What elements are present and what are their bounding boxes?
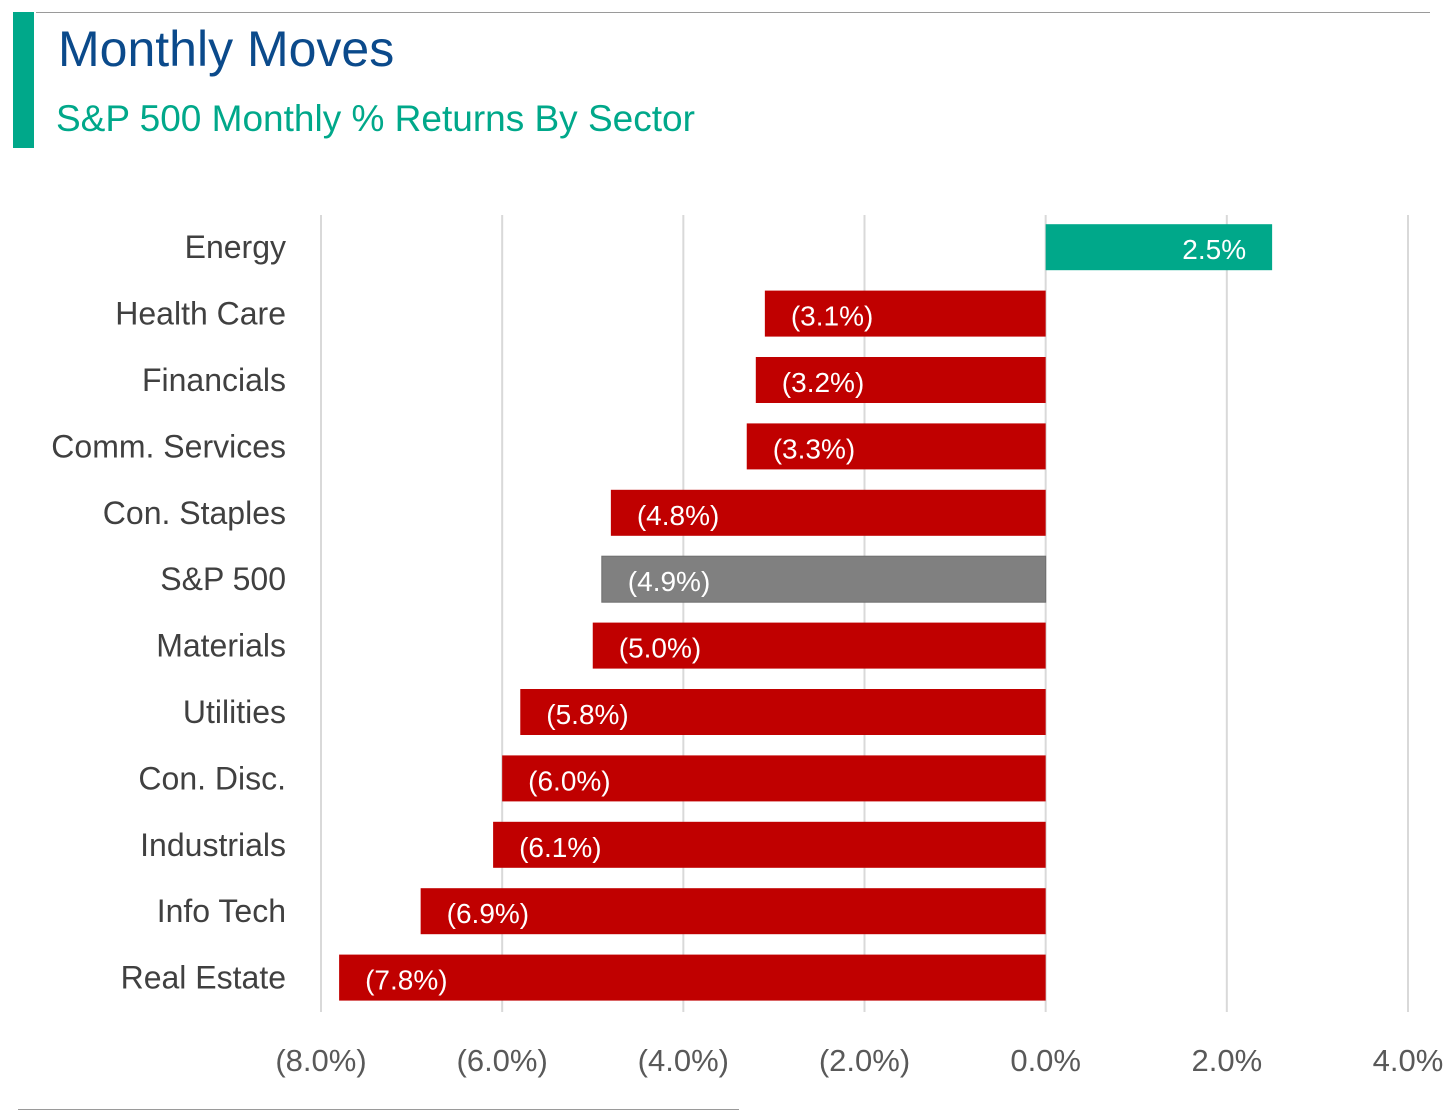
category-label-3: Comm. Services [51, 428, 286, 464]
data-label-11: (7.8%) [365, 965, 447, 996]
category-label-6: Materials [156, 628, 286, 664]
category-label-0: Energy [185, 229, 286, 265]
x-tick-label-6: 4.0% [1373, 1043, 1444, 1078]
bar-7 [520, 689, 1046, 735]
data-label-8: (6.0%) [528, 765, 610, 796]
data-label-7: (5.8%) [546, 699, 628, 730]
data-label-10: (6.9%) [447, 898, 529, 929]
chart-subtitle: S&P 500 Monthly % Returns By Sector [56, 98, 695, 139]
category-label-1: Health Care [115, 296, 286, 332]
x-tick-label-2: (4.0%) [638, 1043, 729, 1078]
category-label-2: Financials [142, 362, 286, 398]
bar-5 [601, 555, 1047, 603]
bar-1 [764, 290, 1046, 337]
x-tick-label-4: 0.0% [1010, 1043, 1081, 1078]
category-label-9: Industrials [140, 827, 286, 863]
bar-9 [493, 821, 1046, 868]
category-label-5: S&P 500 [160, 561, 286, 597]
data-label-0: 2.5% [1182, 234, 1246, 265]
data-label-2: (3.2%) [782, 367, 864, 398]
bar-6 [592, 622, 1046, 669]
category-label-7: Utilities [183, 694, 286, 730]
bar-4 [610, 489, 1046, 536]
bar-3 [746, 423, 1046, 470]
data-label-6: (5.0%) [619, 633, 701, 664]
category-label-10: Info Tech [157, 893, 286, 929]
title-accent-bar [13, 12, 34, 148]
category-label-8: Con. Disc. [138, 760, 286, 796]
chart-title: Monthly Moves [58, 21, 395, 77]
data-label-3: (3.3%) [773, 433, 855, 464]
top-rule [36, 12, 1430, 13]
bar-0 [1045, 224, 1273, 271]
x-tick-label-0: (8.0%) [275, 1043, 366, 1078]
bottom-rule [18, 1109, 739, 1110]
data-label-1: (3.1%) [791, 301, 873, 332]
data-label-9: (6.1%) [519, 832, 601, 863]
bar-10 [420, 888, 1046, 935]
data-label-5: (4.9%) [628, 566, 710, 597]
category-label-11: Real Estate [121, 960, 286, 996]
x-tick-label-3: (2.0%) [819, 1043, 910, 1078]
bar-8 [502, 755, 1046, 802]
category-label-4: Con. Staples [103, 495, 286, 531]
x-tick-label-1: (6.0%) [457, 1043, 548, 1078]
data-label-4: (4.8%) [637, 500, 719, 531]
x-tick-label-5: 2.0% [1191, 1043, 1262, 1078]
bar-11 [339, 954, 1046, 1001]
bar-2 [755, 357, 1046, 403]
